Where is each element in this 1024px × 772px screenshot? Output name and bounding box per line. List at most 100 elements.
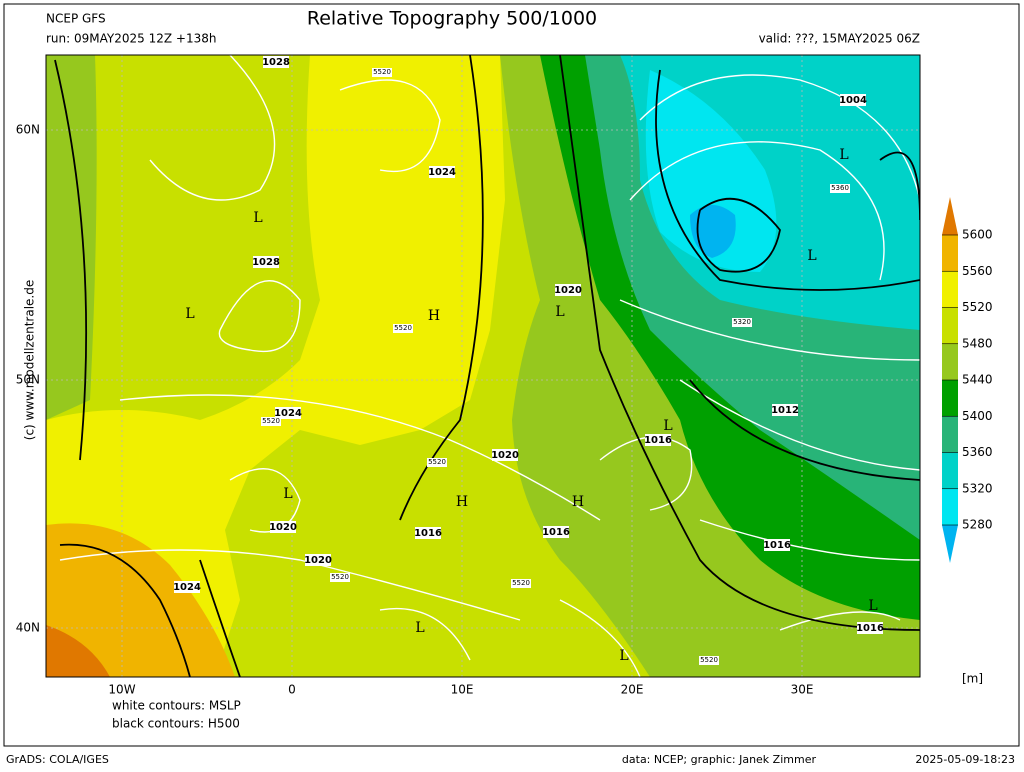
label-background xyxy=(305,554,331,566)
lat-label: 50N xyxy=(16,373,40,387)
label-background xyxy=(429,166,455,178)
colorbar-band xyxy=(942,380,958,417)
pressure-center: L xyxy=(807,248,816,264)
pressure-label: 1016 xyxy=(763,540,791,551)
colorbar-arrow xyxy=(942,525,958,563)
mslp-contour xyxy=(339,79,441,173)
lat-label: 40N xyxy=(16,621,40,635)
label-background xyxy=(840,94,866,106)
lon-label: 10E xyxy=(451,683,474,697)
mslp-contour xyxy=(218,280,301,352)
colorbar-label: 5480 xyxy=(962,336,993,350)
pressure-center: L xyxy=(253,210,262,226)
pressure-center: H xyxy=(572,494,584,510)
temperature-band xyxy=(46,523,235,677)
colorbar-unit: [m] xyxy=(962,672,983,686)
label-background xyxy=(427,458,447,467)
colorbar-label: 5400 xyxy=(962,409,993,423)
colorbar-arrow xyxy=(942,197,958,235)
temperature-band xyxy=(46,55,97,420)
pressure-label: 1016 xyxy=(542,527,570,538)
colorbar-label: 5360 xyxy=(962,445,993,459)
mslp-contour xyxy=(559,599,641,677)
pressure-label: 1024 xyxy=(173,582,201,593)
h500-contour xyxy=(399,55,484,521)
height-label: 5520 xyxy=(262,417,280,425)
h500-contour xyxy=(655,69,920,291)
pressure-label: 1012 xyxy=(771,405,799,416)
h500-contour xyxy=(199,559,241,677)
label-background xyxy=(261,417,281,426)
mslp-contour xyxy=(379,607,471,661)
mslp-contour xyxy=(119,394,601,521)
pressure-center: L xyxy=(663,418,672,434)
pressure-label: 1020 xyxy=(554,285,582,296)
pressure-label: 1016 xyxy=(856,623,884,634)
mslp-contour xyxy=(699,519,920,561)
pressure-label: 1028 xyxy=(262,57,290,68)
h500-contour xyxy=(696,197,781,273)
height-label: 5360 xyxy=(831,184,849,192)
h500-contour xyxy=(689,379,920,481)
pressure-center: H xyxy=(428,308,440,324)
colorbar-band xyxy=(942,343,958,380)
colorbar-band xyxy=(942,488,958,525)
pressure-center: L xyxy=(619,648,628,664)
footer-source: data: NCEP; graphic: Janek Zimmer xyxy=(622,753,817,766)
pressure-label: 1020 xyxy=(491,450,519,461)
label-background xyxy=(393,324,413,333)
temperature-band xyxy=(46,55,505,677)
credit: (c) www.modellzentrale.de xyxy=(23,280,37,440)
label-background xyxy=(330,573,350,582)
pressure-label: 1016 xyxy=(644,435,672,446)
pressure-label: 1020 xyxy=(304,555,332,566)
colorbar-label: 5520 xyxy=(962,300,993,314)
label-background xyxy=(555,284,581,296)
colorbar-label: 5600 xyxy=(962,228,993,242)
lon-label: 20E xyxy=(621,683,644,697)
pressure-center: L xyxy=(415,620,424,636)
label-background xyxy=(270,521,296,533)
pressure-center: L xyxy=(283,486,292,502)
note: black contours: H500 xyxy=(112,717,240,731)
label-background xyxy=(857,622,883,634)
height-label: 5520 xyxy=(512,579,530,587)
label-background xyxy=(511,579,531,588)
model-name: NCEP GFS xyxy=(46,12,106,26)
title: Relative Topography 500/1000 xyxy=(307,8,597,30)
mslp-contour xyxy=(149,55,276,201)
h500-contour xyxy=(54,59,88,461)
label-background xyxy=(263,56,289,68)
label-background xyxy=(174,581,200,593)
colorbar-label: 5560 xyxy=(962,264,993,278)
colorbar-label: 5320 xyxy=(962,481,993,495)
label-background xyxy=(830,184,850,193)
label-background xyxy=(764,539,790,551)
mslp-contour xyxy=(599,436,693,511)
label-background xyxy=(253,256,279,268)
pressure-label: 1028 xyxy=(252,257,280,268)
height-label: 5520 xyxy=(394,324,412,332)
lon-label: 30E xyxy=(791,683,814,697)
footer-timestamp: 2025-05-09-18:23 xyxy=(915,753,1015,766)
label-background xyxy=(543,526,569,538)
pressure-center: L xyxy=(839,147,848,163)
colorbar-band xyxy=(942,307,958,344)
temperature-band xyxy=(690,205,736,258)
pressure-center: H xyxy=(456,494,468,510)
lon-label: 0 xyxy=(288,683,296,697)
label-background xyxy=(275,407,301,419)
mslp-contour xyxy=(779,611,901,631)
h500-contour xyxy=(59,543,191,677)
colorbar-label: 5440 xyxy=(962,373,993,387)
mslp-contour xyxy=(629,141,885,281)
pressure-label: 1020 xyxy=(269,522,297,533)
colorbar-band xyxy=(942,271,958,308)
temperature-band xyxy=(46,625,110,677)
label-background xyxy=(492,449,518,461)
temperature-band xyxy=(250,455,560,677)
height-label: 5320 xyxy=(733,318,751,326)
colorbar-band xyxy=(942,416,958,453)
note: white contours: MSLP xyxy=(112,699,241,713)
